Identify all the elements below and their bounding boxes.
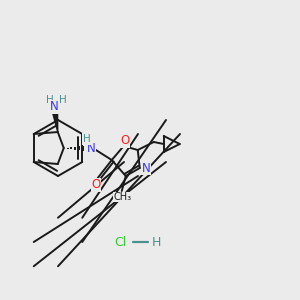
Text: H: H (151, 236, 161, 248)
Text: H: H (59, 95, 67, 105)
Text: O: O (120, 134, 129, 148)
Text: N: N (87, 142, 95, 154)
Text: O: O (91, 178, 101, 191)
Text: N: N (50, 100, 58, 113)
Text: N: N (141, 161, 150, 175)
Text: Cl: Cl (114, 236, 126, 248)
Polygon shape (52, 110, 58, 132)
Text: H: H (83, 134, 91, 144)
Text: H: H (46, 95, 54, 105)
Text: CH₃: CH₃ (114, 192, 132, 202)
